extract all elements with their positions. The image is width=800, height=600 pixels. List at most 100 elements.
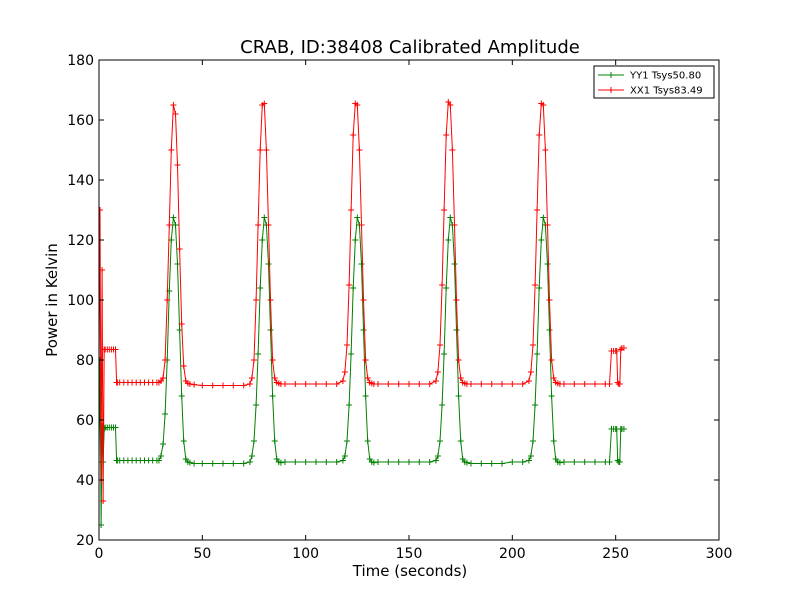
data-point xyxy=(455,357,462,363)
data-point xyxy=(360,297,367,303)
legend-label: XX1 Tsys83.49 xyxy=(630,86,703,97)
data-point xyxy=(323,459,330,465)
data-point xyxy=(546,327,553,333)
data-point xyxy=(112,346,119,353)
legend-label: YY1 Tsys50.80 xyxy=(629,71,701,82)
data-point xyxy=(606,381,613,387)
data-point xyxy=(170,214,177,221)
data-point xyxy=(267,297,274,303)
data-point xyxy=(251,438,257,444)
data-point xyxy=(282,381,288,387)
data-point xyxy=(240,460,247,467)
data-point xyxy=(352,237,359,243)
data-point xyxy=(339,457,346,464)
x-tick-label: 0 xyxy=(95,546,104,562)
data-point xyxy=(220,382,226,389)
data-point xyxy=(261,100,268,107)
data-point xyxy=(263,147,270,153)
data-point xyxy=(155,457,162,464)
data-point xyxy=(186,381,193,387)
series-0 xyxy=(99,214,627,528)
data-point xyxy=(375,381,381,387)
data-point xyxy=(172,222,179,228)
data-point xyxy=(453,297,460,303)
data-point xyxy=(350,285,357,291)
data-point xyxy=(362,357,369,363)
data-point xyxy=(191,460,198,467)
data-point xyxy=(488,460,495,467)
data-point xyxy=(592,381,598,387)
data-point xyxy=(313,459,319,465)
y-tick-label: 80 xyxy=(76,353,94,369)
data-point xyxy=(437,438,443,444)
data-point xyxy=(174,162,181,168)
data-point xyxy=(441,351,448,357)
data-point xyxy=(370,459,377,466)
data-point xyxy=(344,438,350,444)
x-tick-label: 100 xyxy=(292,546,319,562)
data-point xyxy=(354,214,361,221)
data-point xyxy=(246,459,253,465)
data-point xyxy=(449,147,456,153)
data-point xyxy=(550,438,557,444)
data-point xyxy=(348,351,355,357)
data-point xyxy=(358,261,365,267)
data-point xyxy=(348,207,355,213)
data-point xyxy=(468,381,474,387)
data-point xyxy=(443,132,450,138)
legend-item-1: XX1 Tsys83.49 xyxy=(598,86,703,97)
data-point xyxy=(499,460,505,467)
data-point xyxy=(443,285,450,291)
data-point xyxy=(616,381,623,387)
data-point xyxy=(240,382,247,389)
data-point xyxy=(532,402,539,408)
data-point xyxy=(519,459,526,465)
data-point xyxy=(292,381,299,387)
data-point xyxy=(99,381,102,387)
data-point xyxy=(488,381,495,387)
data-point xyxy=(468,460,474,467)
data-point xyxy=(434,369,441,375)
data-point xyxy=(375,459,381,465)
data-point xyxy=(186,459,193,466)
data-point xyxy=(302,459,309,465)
data-point xyxy=(439,402,446,408)
data-point xyxy=(253,297,260,303)
data-point xyxy=(166,222,173,228)
data-point xyxy=(265,222,272,228)
data-point xyxy=(536,132,543,138)
data-point xyxy=(269,393,276,399)
chart-title: CRAB, ID:38408 Calibrated Amplitude xyxy=(240,37,580,58)
data-point xyxy=(246,381,253,387)
data-point xyxy=(432,378,439,384)
data-point xyxy=(509,381,516,387)
data-point xyxy=(455,393,462,399)
data-point xyxy=(162,357,169,363)
data-point xyxy=(445,237,452,243)
data-point xyxy=(248,453,255,459)
data-point xyxy=(174,261,181,267)
data-point xyxy=(406,381,412,387)
data-point xyxy=(313,381,319,387)
data-point xyxy=(164,297,171,303)
data-point xyxy=(230,382,237,389)
data-point xyxy=(616,459,623,465)
data-point xyxy=(457,438,464,444)
data-point xyxy=(162,411,169,417)
data-point xyxy=(385,381,392,387)
data-point xyxy=(532,282,539,288)
data-point xyxy=(158,453,164,459)
data-point xyxy=(544,261,551,267)
data-point xyxy=(248,375,255,381)
data-point xyxy=(544,222,551,228)
data-point xyxy=(546,297,553,303)
data-point xyxy=(441,207,448,213)
series-1 xyxy=(99,99,627,504)
y-tick-label: 160 xyxy=(67,113,94,129)
data-point xyxy=(395,381,402,387)
data-point xyxy=(339,378,346,384)
data-point xyxy=(100,498,107,504)
x-axis-title: Time (seconds) xyxy=(352,562,468,580)
data-point xyxy=(209,382,216,389)
